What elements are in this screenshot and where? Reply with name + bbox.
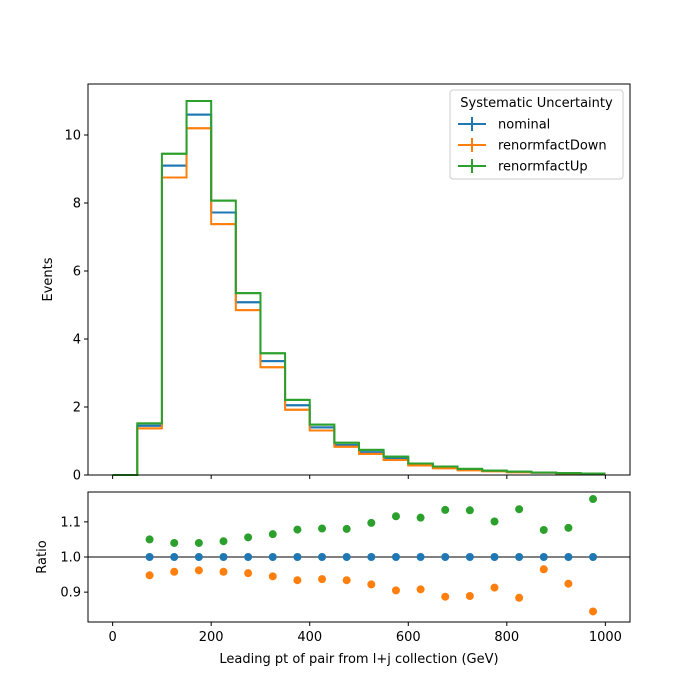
ratio-point-nominal <box>342 553 351 561</box>
ratio-point-renormfactDown <box>244 569 253 578</box>
ratio-point-nominal <box>145 553 154 561</box>
main-ytick-label: 2 <box>73 401 81 416</box>
legend-item-renormfactUp: renormfactUp <box>458 159 588 175</box>
ratio-point-nominal <box>564 553 573 561</box>
ratio-point-renormfactUp <box>564 523 573 532</box>
legend-box <box>449 89 624 180</box>
ratio-x-axis-label: Leading pt of pair from l+j collection (… <box>219 652 498 667</box>
ratio-point-nominal <box>391 553 400 561</box>
ratio-point-renormfactUp <box>318 524 327 533</box>
ratio-point-renormfactDown <box>170 567 179 576</box>
legend-item-renormfactDown: renormfactDown <box>458 138 607 154</box>
ratio-point-renormfactUp <box>416 513 425 522</box>
ratio-point-renormfactDown <box>219 567 228 576</box>
ratio-y-axis-label: Ratio <box>35 540 50 573</box>
main-ytick-label: 8 <box>73 197 81 212</box>
ratio-point-renormfactUp <box>170 538 179 547</box>
ratio-ytick-label: 1.0 <box>60 551 81 566</box>
legend: Systematic Uncertainty nominal renormfact… <box>449 89 624 180</box>
ratio-point-nominal <box>244 553 253 561</box>
main-ytick-label: 6 <box>73 265 81 280</box>
ratio-point-renormfactDown <box>194 566 203 575</box>
ratio-xtick-label: 800 <box>494 630 519 645</box>
ratio-xtick-label: 0 <box>108 630 116 645</box>
ratio-point-renormfactUp <box>367 518 376 527</box>
ratio-point-renormfactDown <box>318 575 327 584</box>
ratio-point-nominal <box>367 553 376 561</box>
legend-label: renormfactUp <box>498 160 588 175</box>
ratio-series-renormfactUp <box>145 495 598 547</box>
ratio-point-renormfactDown <box>268 572 277 581</box>
ratio-point-nominal <box>441 553 450 561</box>
ratio-point-nominal <box>490 553 499 561</box>
ratio-point-renormfactDown <box>441 592 450 601</box>
ratio-point-renormfactDown <box>342 576 351 585</box>
ratio-y-axis-ticks: 0.9 1.0 1.1 <box>60 515 88 601</box>
main-plot-frame <box>87 83 631 476</box>
ratio-point-renormfactDown <box>391 586 400 595</box>
ratio-point-renormfactDown <box>515 593 524 602</box>
ratio-point-nominal <box>465 553 474 561</box>
ratio-point-renormfactDown <box>490 583 499 592</box>
ratio-point-renormfactDown <box>145 571 154 580</box>
ratio-point-nominal <box>268 553 277 561</box>
ratio-point-renormfactUp <box>515 505 524 514</box>
main-series-group <box>112 100 606 476</box>
legend-label: nominal <box>498 118 550 133</box>
ratio-point-renormfactUp <box>268 530 277 539</box>
legend-item-nominal: nominal <box>458 117 550 133</box>
ratio-point-nominal <box>194 553 203 561</box>
ratio-point-renormfactDown <box>416 585 425 594</box>
ratio-point-nominal <box>515 553 524 561</box>
ratio-point-renormfactUp <box>219 537 228 546</box>
legend-label: renormfactDown <box>498 139 607 154</box>
ratio-xtick-label: 600 <box>396 630 421 645</box>
ratio-point-renormfactUp <box>342 524 351 533</box>
ratio-point-renormfactUp <box>490 517 499 526</box>
ratio-point-renormfactDown <box>589 607 598 616</box>
ratio-panel: 0.9 1.0 1.1 0 200 400 600 800 1000 Ratio Leadin… <box>35 491 631 667</box>
main-ytick-label: 4 <box>73 333 81 348</box>
ratio-point-nominal <box>318 553 327 561</box>
ratio-point-renormfactUp <box>293 525 302 534</box>
ratio-point-renormfactUp <box>589 495 598 504</box>
ratio-ytick-label: 0.9 <box>60 586 81 601</box>
ratio-plot-frame <box>87 491 631 623</box>
ratio-x-axis-ticks: 0 200 400 600 800 1000 <box>108 622 622 645</box>
ratio-point-nominal <box>589 553 598 561</box>
ratio-point-renormfactDown <box>539 565 548 574</box>
main-ytick-label: 10 <box>64 129 81 144</box>
ratio-point-renormfactDown <box>564 579 573 588</box>
main-y-axis-label: Events <box>41 257 56 301</box>
ratio-point-nominal <box>170 553 179 561</box>
ratio-point-nominal <box>416 553 425 561</box>
ratio-point-renormfactDown <box>293 576 302 585</box>
ratio-point-nominal <box>539 553 548 561</box>
main-ytick-label: 0 <box>73 469 81 484</box>
ratio-ytick-label: 1.1 <box>60 515 81 530</box>
ratio-point-renormfactUp <box>465 506 474 515</box>
ratio-point-renormfactDown <box>367 580 376 589</box>
legend-title: Systematic Uncertainty <box>460 96 613 111</box>
ratio-point-renormfactUp <box>441 505 450 514</box>
ratio-point-renormfactUp <box>391 512 400 521</box>
ratio-point-renormfactUp <box>194 538 203 547</box>
main-y-axis-ticks: 0 2 4 6 8 10 <box>64 129 88 484</box>
ratio-series-renormfactDown <box>145 565 598 616</box>
ratio-point-nominal <box>293 553 302 561</box>
ratio-point-renormfactDown <box>465 592 474 600</box>
legend-items: nominal renormfactDown renormfactUp <box>458 117 607 175</box>
ratio-xtick-label: 200 <box>199 630 224 645</box>
ratio-point-renormfactUp <box>539 525 548 534</box>
ratio-xtick-label: 400 <box>297 630 322 645</box>
main-x-axis-ticks <box>112 475 606 479</box>
ratio-series-nominal <box>145 553 598 561</box>
ratio-points-group <box>145 495 598 616</box>
ratio-xtick-label: 1000 <box>589 630 622 645</box>
ratio-point-renormfactUp <box>244 533 253 542</box>
ratio-point-renormfactUp <box>145 535 154 544</box>
ratio-point-nominal <box>219 553 228 561</box>
main-histogram-panel: 0 2 4 6 8 10 Events Systematic Uncertainty no… <box>41 83 631 484</box>
